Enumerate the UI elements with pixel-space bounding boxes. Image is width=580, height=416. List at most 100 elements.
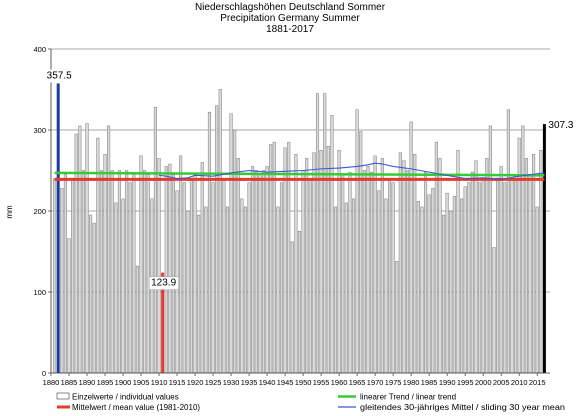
bar-1953 (312, 152, 316, 374)
bars (53, 83, 546, 374)
x-tick-label-1965: 1965 (349, 378, 366, 387)
bar-1945 (283, 147, 287, 374)
bar-1985 (427, 194, 431, 374)
data-label-background (44, 69, 75, 83)
sliding-mean-line (158, 162, 545, 180)
bar-2012 (524, 158, 528, 374)
bar-1936 (251, 166, 255, 374)
bar-1992 (452, 196, 456, 374)
bar-1897 (110, 170, 114, 374)
bar-2000 (481, 178, 485, 374)
x-tick-label-2015: 2015 (529, 378, 546, 387)
bar-1888 (78, 125, 82, 374)
y-tick-label-300: 300 (33, 126, 46, 135)
bar-1984 (424, 171, 428, 374)
data-label-background (148, 276, 179, 290)
bar-1913 (168, 163, 172, 374)
bar-1983 (420, 206, 424, 374)
x-tick-label-1930: 1930 (223, 378, 240, 387)
bar-1914 (171, 174, 175, 374)
bar-1943 (276, 206, 280, 374)
bar-1894 (99, 170, 103, 374)
x-tick-label-1900: 1900 (115, 378, 132, 387)
bar-1922 (200, 162, 204, 374)
bar-1911 (161, 272, 165, 373)
bar-1923 (204, 206, 208, 374)
chart-title: Niederschlagshöhen Deutschland Sommer (195, 2, 386, 13)
bar-1960 (337, 150, 341, 374)
bar-1935 (247, 182, 251, 374)
x-tick-label-2010: 2010 (511, 378, 528, 387)
x-tick-label-1960: 1960 (331, 378, 348, 387)
bar-1916 (179, 155, 183, 374)
bar-1883 (60, 188, 64, 374)
bar-1898 (114, 202, 118, 374)
bar-1962 (344, 202, 348, 374)
linear-trend-line (54, 171, 545, 177)
bar-2013 (528, 174, 532, 374)
bar-1901 (125, 170, 129, 374)
bar-1999 (478, 182, 482, 374)
bar-2003 (492, 247, 496, 374)
bar-1903 (132, 174, 136, 374)
bar-1947 (290, 241, 294, 374)
bar-1921 (197, 214, 201, 374)
bar-1892 (92, 222, 96, 374)
bar-1931 (233, 129, 237, 374)
bar-1917 (182, 182, 186, 374)
y-axis-label: mm (5, 205, 14, 219)
bar-1989 (442, 214, 446, 374)
bar-1976 (395, 260, 399, 374)
bar-1890 (85, 123, 89, 374)
bar-1970 (373, 155, 377, 374)
x-tick-label-1970: 1970 (367, 378, 384, 387)
bar-1950 (301, 170, 305, 374)
data-label-1882: 357.5 (44, 69, 75, 83)
chart-subtitle: Precipitation Germany Summer (220, 13, 360, 24)
bar-1896 (107, 125, 111, 374)
bar-1937 (254, 170, 258, 374)
bar-1946 (287, 141, 291, 374)
bar-1956 (323, 93, 327, 374)
bar-1988 (438, 158, 442, 374)
bar-1933 (240, 198, 244, 374)
bar-2017 (542, 124, 546, 373)
bar-1912 (164, 166, 168, 374)
x-tick-label-1915: 1915 (169, 378, 186, 387)
bar-2010 (517, 137, 521, 374)
y-tick-label-200: 200 (33, 207, 46, 216)
bar-1949 (297, 231, 302, 374)
data-label-text-1911: 123.9 (151, 278, 176, 289)
x-tick-label-1885: 1885 (61, 378, 78, 387)
legend: Einzelwerte / individual values linearer… (56, 393, 565, 412)
x-tick-label-1995: 1995 (457, 378, 474, 387)
bar-1971 (377, 190, 381, 374)
x-tick-label-1920: 1920 (187, 378, 204, 387)
bar-1968 (366, 166, 370, 374)
data-labels: 357.5 123.9 307.3 (44, 69, 576, 290)
data-label-text-2017: 307.3 (548, 120, 573, 131)
bar-1918 (186, 210, 190, 374)
data-label-2017: 307.3 (546, 119, 576, 133)
bar-2016 (539, 150, 543, 374)
y-tick-label-400: 400 (33, 45, 46, 54)
x-tick-label-1880: 1880 (43, 378, 60, 387)
bar-1904 (135, 265, 139, 374)
bar-1891 (89, 214, 93, 374)
bar-1979 (405, 170, 410, 374)
x-tick-label-1945: 1945 (277, 378, 294, 387)
bar-1926 (215, 105, 219, 374)
bar-2004 (496, 178, 500, 374)
bar-1964 (351, 198, 356, 374)
x-tick-label-1950: 1950 (295, 378, 312, 387)
x-tick-label-1955: 1955 (313, 378, 330, 387)
x-tick-label-1910: 1910 (151, 378, 168, 387)
bar-1938 (258, 174, 262, 374)
bar-1932 (236, 158, 240, 374)
bar-1955 (319, 150, 323, 374)
bar-1959 (333, 206, 338, 374)
x-tick-label-1985: 1985 (421, 378, 438, 387)
bar-1997 (470, 171, 474, 374)
bar-1934 (243, 206, 248, 374)
